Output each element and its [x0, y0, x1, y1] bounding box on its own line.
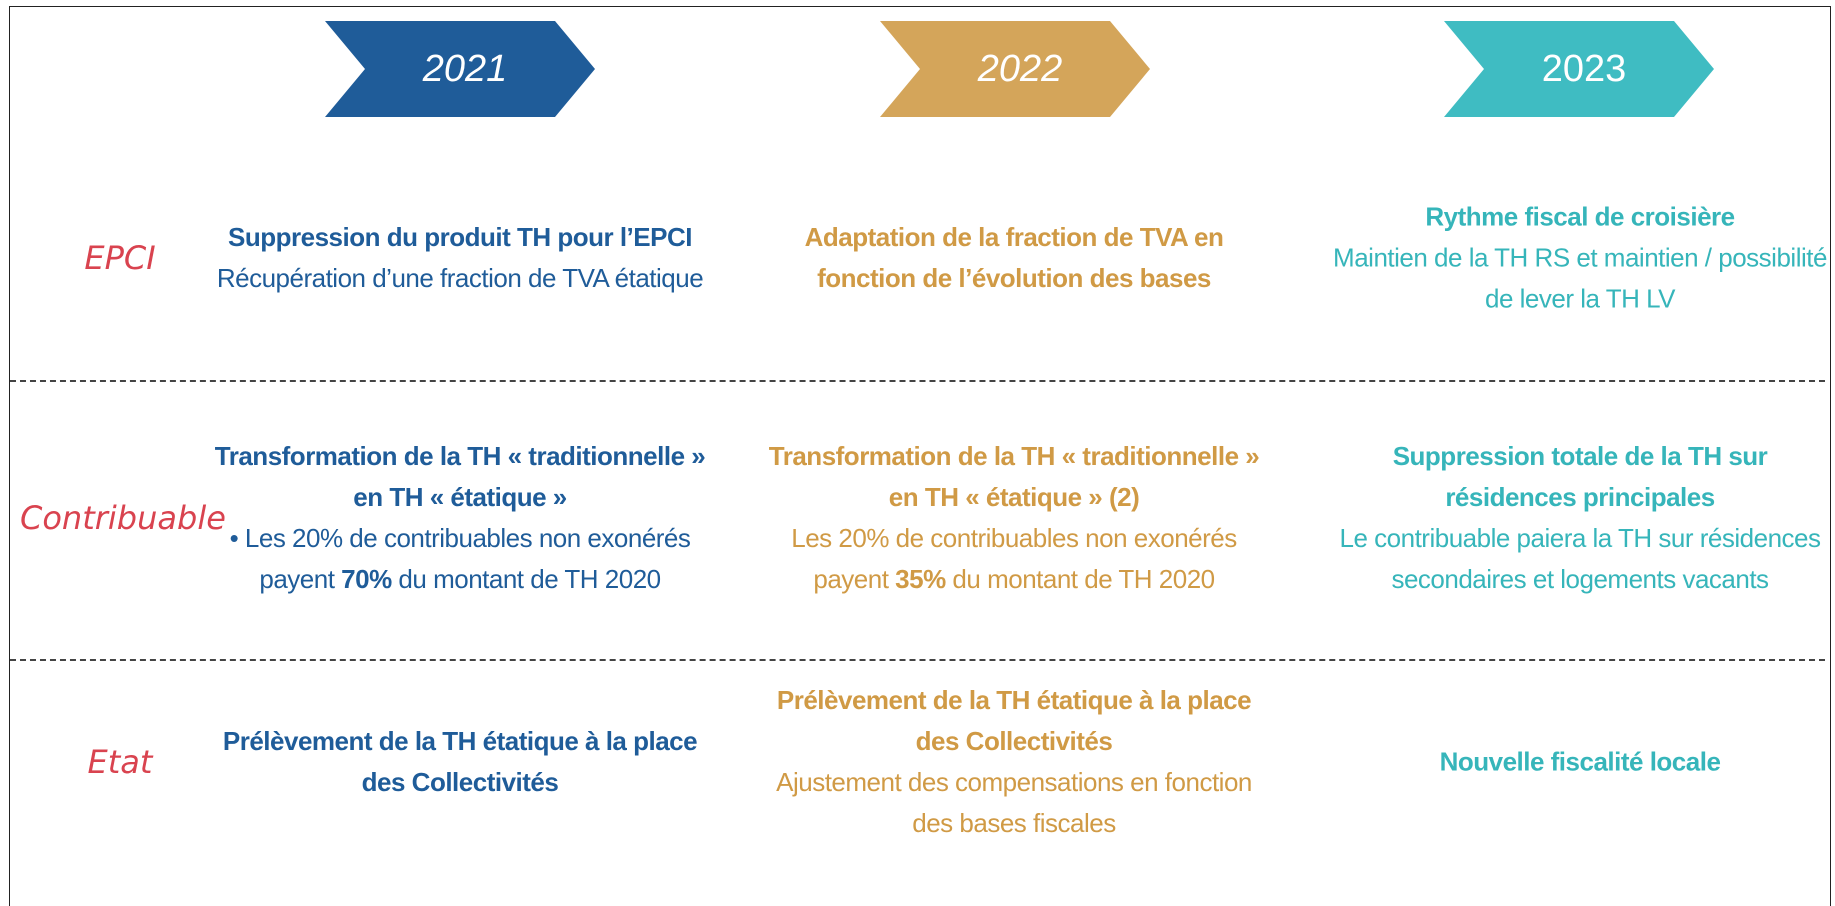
cell: Suppression totale de la TH sur résidenc… [1330, 436, 1830, 600]
cell-heading: Prélèvement de la TH étatique à la place… [776, 685, 1252, 756]
row-label: Etat [87, 743, 153, 781]
year-arrow [325, 21, 595, 117]
cell: Prélèvement de la TH étatique à la place… [764, 680, 1264, 844]
row-label: EPCI [84, 239, 156, 277]
cell: Suppression du produit TH pour l’EPCI Réc… [210, 217, 710, 299]
cell-heading: Rythme fiscal de croisière [1425, 201, 1735, 232]
year-label: 2022 [977, 48, 1063, 90]
year-label: 2021 [422, 48, 508, 90]
cell-text: Maintien de la TH RS et maintien / possi… [1333, 242, 1827, 314]
cell-text: Le contribuable paiera la TH sur résiden… [1339, 523, 1821, 594]
year-arrows: 2021 2022 2023 [325, 21, 1714, 117]
cell: Rythme fiscal de croisière Maintien de la… [1330, 197, 1830, 320]
cell-heading: Nouvelle fiscalité locale [1439, 746, 1721, 777]
cell-heading: Adaptation de la fraction de TVA en fonc… [804, 222, 1224, 293]
cell-emphasis: 35% [895, 564, 946, 594]
cell-text: Les 20% de contribuables non exonérés pa… [791, 523, 1237, 594]
row-label: Contribuable [20, 499, 226, 537]
cell: Prélèvement de la TH étatique à la place… [210, 721, 710, 803]
separator [10, 659, 1825, 661]
cell: Transformation de la TH « traditionnelle… [210, 436, 710, 600]
cell-heading: Suppression du produit TH pour l’EPCI [228, 222, 692, 252]
cell-text: du montant de TH 2020 [391, 564, 661, 594]
cell-heading: Suppression totale de la TH sur résidenc… [1392, 441, 1768, 512]
cell-text: Récupération d’une fraction de TVA étati… [216, 263, 704, 293]
separator [10, 380, 1825, 382]
cell-text: du montant de TH 2020 [945, 564, 1215, 594]
cell: Transformation de la TH « traditionnelle… [764, 436, 1264, 600]
year-label: 2023 [1542, 48, 1627, 90]
year-arrow [1444, 21, 1714, 117]
cell-text: Ajustement des compensations en fonction… [776, 767, 1252, 838]
frame [9, 6, 1831, 906]
cell: Adaptation de la fraction de TVA en fonc… [764, 217, 1264, 299]
year-arrow [880, 21, 1150, 117]
cell-text: • Les 20% de contribuables non exonérés … [229, 523, 691, 594]
cell-heading: Prélèvement de la TH étatique à la place… [222, 726, 698, 797]
cell: Nouvelle fiscalité locale [1330, 742, 1830, 783]
cell-emphasis: 70% [341, 564, 392, 594]
cell-heading: Transformation de la TH « traditionnelle… [214, 441, 706, 512]
cell-heading: Transformation de la TH « traditionnelle… [768, 441, 1260, 512]
